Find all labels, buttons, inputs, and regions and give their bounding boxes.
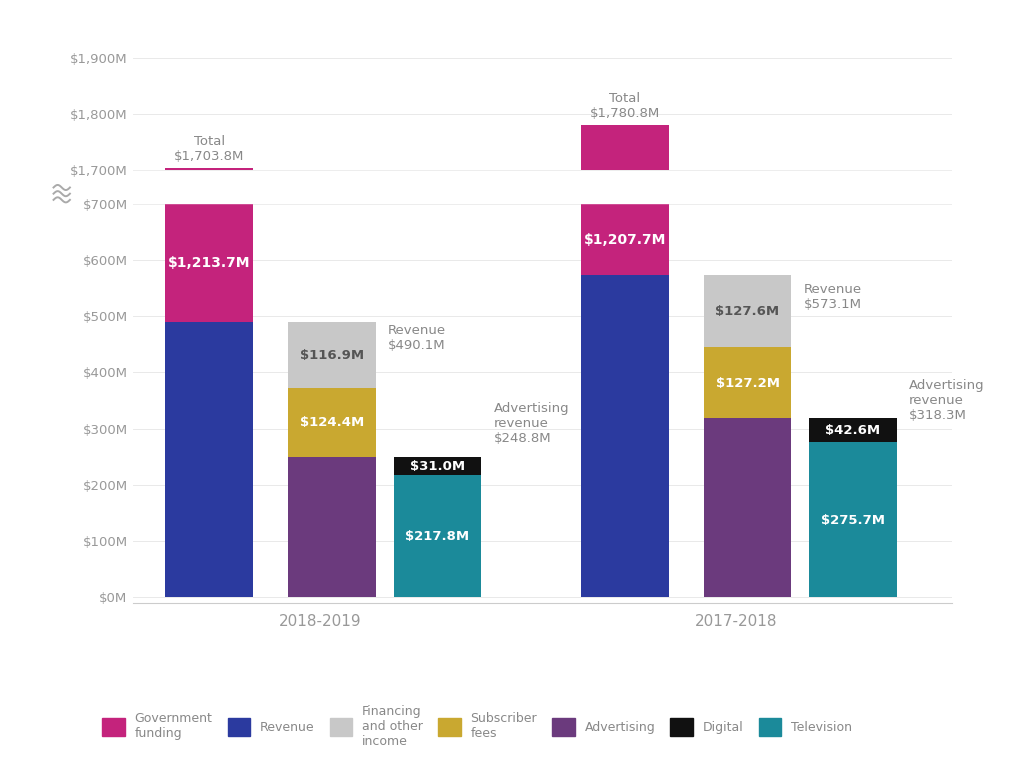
Bar xyxy=(581,204,669,275)
Text: $124.4M: $124.4M xyxy=(300,416,365,429)
Text: $1,213.7M: $1,213.7M xyxy=(168,256,251,270)
Bar xyxy=(165,168,253,170)
Bar xyxy=(703,347,792,418)
Bar xyxy=(288,458,376,598)
Text: $42.6M: $42.6M xyxy=(825,424,881,437)
Text: $127.2M: $127.2M xyxy=(716,377,779,390)
Text: Revenue
$490.1M: Revenue $490.1M xyxy=(388,324,446,352)
Bar xyxy=(288,387,376,458)
Text: Total
$1,780.8M: Total $1,780.8M xyxy=(590,92,659,120)
Bar xyxy=(703,275,792,347)
Bar xyxy=(809,418,897,442)
Bar xyxy=(393,475,481,598)
Text: $31.0M: $31.0M xyxy=(410,460,465,473)
Bar xyxy=(809,442,897,598)
Bar xyxy=(581,124,669,170)
Text: $1,207.7M: $1,207.7M xyxy=(584,233,666,247)
Bar xyxy=(581,275,669,598)
Text: Revenue
$573.1M: Revenue $573.1M xyxy=(804,283,862,311)
Text: $127.6M: $127.6M xyxy=(716,305,779,318)
Text: $217.8M: $217.8M xyxy=(406,530,469,543)
Bar xyxy=(165,322,253,598)
Text: Advertising
revenue
$248.8M: Advertising revenue $248.8M xyxy=(494,401,569,444)
Bar xyxy=(393,458,481,475)
Text: Total
$1,703.8M: Total $1,703.8M xyxy=(174,135,245,163)
Bar xyxy=(288,322,376,387)
Bar xyxy=(165,204,253,322)
Bar xyxy=(703,418,792,598)
Text: $116.9M: $116.9M xyxy=(300,349,365,362)
Legend: Government
funding, Revenue, Financing
and other
income, Subscriber
fees, Advert: Government funding, Revenue, Financing a… xyxy=(97,700,857,753)
Text: $275.7M: $275.7M xyxy=(821,514,885,526)
Text: Advertising
revenue
$318.3M: Advertising revenue $318.3M xyxy=(909,379,985,422)
